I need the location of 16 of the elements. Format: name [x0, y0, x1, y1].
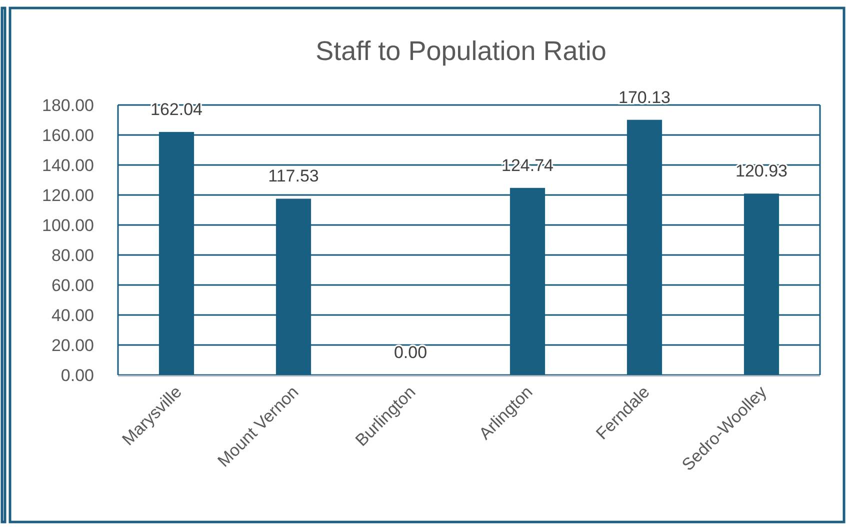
data-label: 170.13: [618, 88, 670, 107]
data-label: 120.93: [736, 162, 788, 181]
y-tick-label: 140.00: [42, 156, 94, 175]
y-tick-label: 60.00: [51, 276, 94, 295]
chart-title: Staff to Population Ratio: [316, 36, 606, 66]
y-tick-label: 100.00: [42, 216, 94, 235]
data-label: 0.00: [394, 343, 428, 362]
y-tick-label: 80.00: [51, 246, 94, 265]
y-tick-label: 160.00: [42, 126, 94, 145]
y-tick-label: 120.00: [42, 186, 94, 205]
y-tick-label: 20.00: [51, 336, 94, 355]
data-label: 117.53: [268, 166, 319, 186]
y-tick-label: 0.00: [60, 366, 94, 385]
data-label: 162.04: [150, 100, 202, 119]
y-tick-label: 40.00: [51, 306, 94, 325]
y-tick-label: 180.00: [42, 96, 94, 115]
